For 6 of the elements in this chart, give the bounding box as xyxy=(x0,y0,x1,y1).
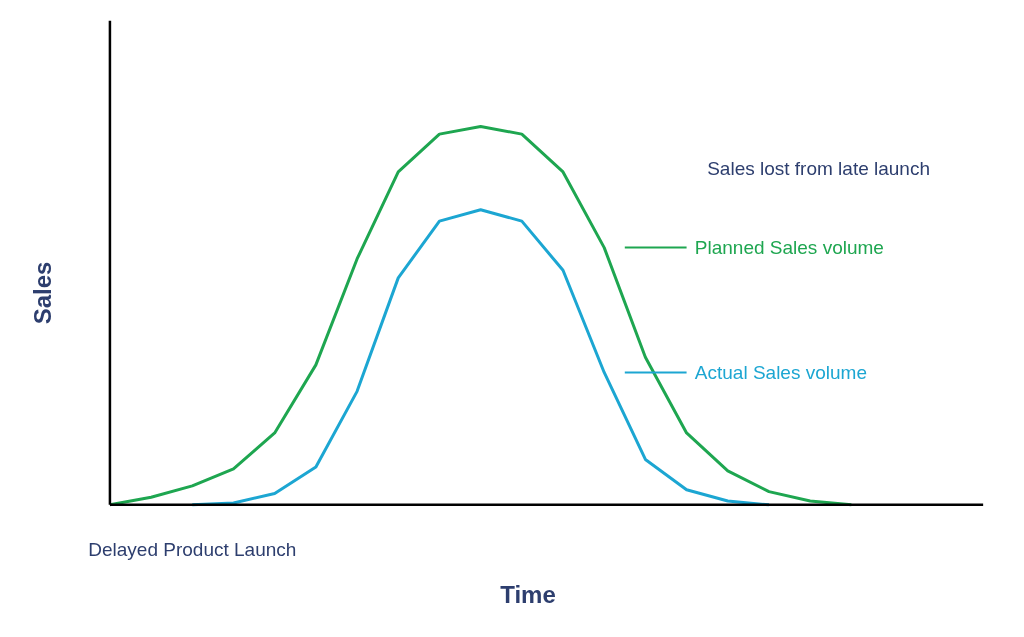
legend-label: Actual Sales volume xyxy=(694,361,867,383)
annotation: Sales lost from late launch xyxy=(707,157,931,179)
y-axis-title: Sales xyxy=(28,261,56,325)
text: Delayed Product Launch xyxy=(88,538,297,560)
legend-label: Planned Sales volume xyxy=(694,237,884,259)
x-axis-title: Time xyxy=(500,580,556,608)
